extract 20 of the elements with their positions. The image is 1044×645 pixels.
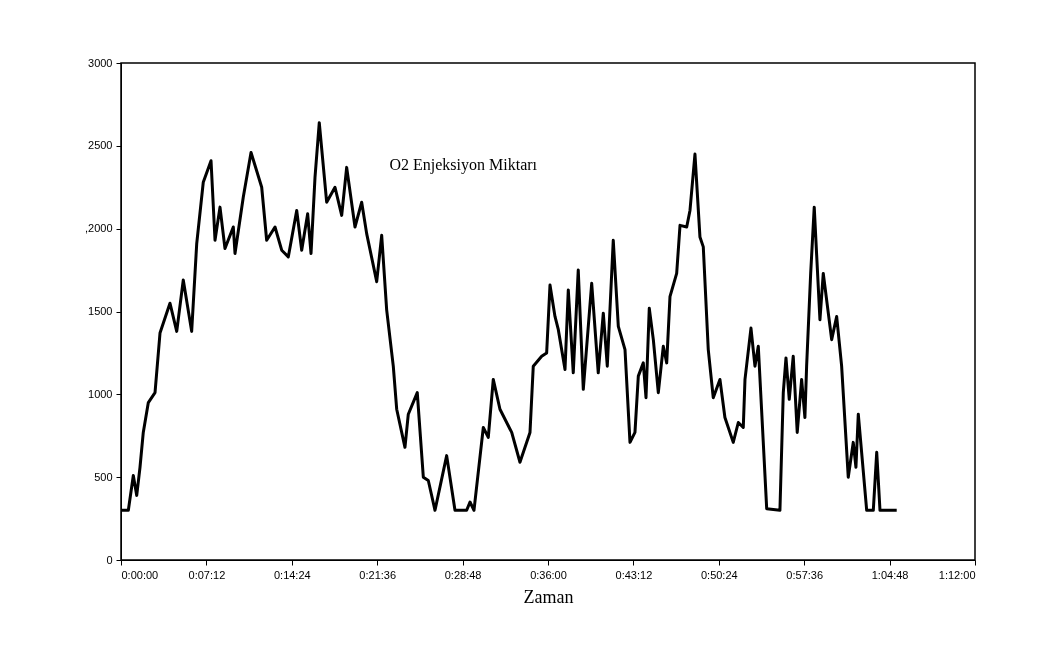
y-tick-label: 1000 (88, 387, 113, 400)
x-tick-label: 0:50:24 (700, 568, 738, 581)
x-tick-label: 0:21:36 (359, 568, 397, 581)
x-axis-title: Zaman (523, 586, 574, 607)
text: O2 Enjeksiyon Miktarı (389, 156, 538, 174)
x-tick-label: 0:36:00 (530, 568, 567, 581)
x-tick-label: 0:14:24 (273, 568, 311, 581)
x-tick-label: 1:04:48 (871, 568, 909, 581)
x-tick-label: 0:57:36 (786, 568, 824, 581)
y-tick-label: 500 (94, 470, 113, 483)
y-tick-label: 3000 (88, 56, 113, 69)
x-tick-label: 0:43:12 (615, 568, 653, 581)
x-tick-label: 0:00:00 (121, 568, 159, 581)
x-tick-label: 0:07:12 (188, 568, 226, 581)
y-tick-label: 1500 (88, 305, 113, 317)
x-tick-label: 0:28:48 (444, 568, 482, 581)
y-tick-label: ,2000 (84, 222, 113, 235)
x-tick-label: 1:12:00 (938, 568, 976, 581)
y-tick-label: 2500 (88, 139, 113, 152)
y-tick-label: 0 (106, 553, 113, 566)
